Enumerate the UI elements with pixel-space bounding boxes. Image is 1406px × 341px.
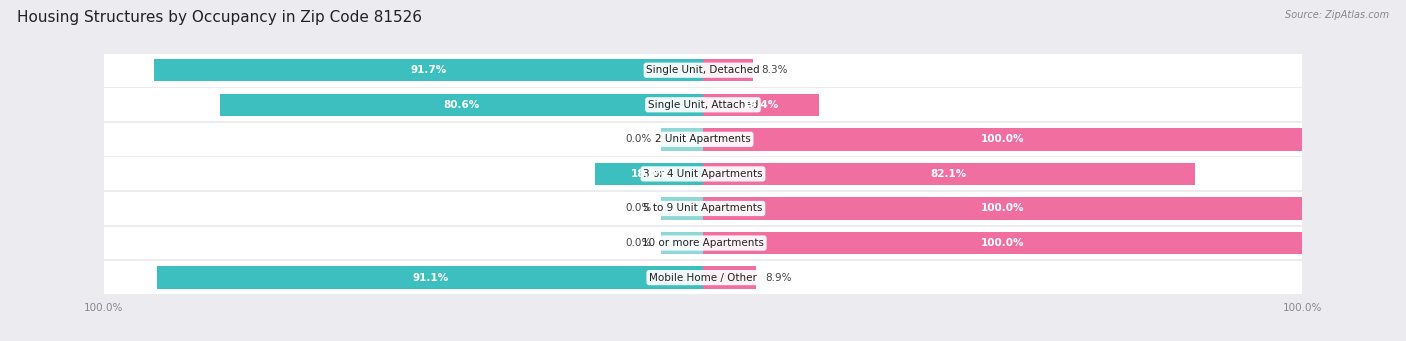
Bar [703,197,1302,220]
Bar [595,163,703,185]
Bar [104,123,1302,156]
Text: Housing Structures by Occupancy in Zip Code 81526: Housing Structures by Occupancy in Zip C… [17,10,422,25]
Text: 0.0%: 0.0% [626,204,652,213]
Text: Single Unit, Detached: Single Unit, Detached [647,65,759,75]
Bar [661,232,703,254]
Bar [104,261,1302,294]
Text: 0.0%: 0.0% [626,238,652,248]
Text: Single Unit, Attached: Single Unit, Attached [648,100,758,110]
Bar [104,192,1302,225]
Bar [157,266,703,289]
Text: 8.9%: 8.9% [765,272,792,283]
Text: 100.0%: 100.0% [981,134,1025,144]
Text: 3 or 4 Unit Apartments: 3 or 4 Unit Apartments [643,169,763,179]
Bar [661,128,703,151]
Bar [104,227,1302,260]
Text: 82.1%: 82.1% [931,169,967,179]
Text: 18.0%: 18.0% [631,169,668,179]
Text: 80.6%: 80.6% [443,100,479,110]
Bar [703,163,1195,185]
Text: Source: ZipAtlas.com: Source: ZipAtlas.com [1285,10,1389,20]
Bar [104,54,1302,87]
Bar [661,197,703,220]
Bar [104,88,1302,121]
Text: 100.0%: 100.0% [981,204,1025,213]
Bar [703,266,756,289]
Bar [703,232,1302,254]
Text: 91.7%: 91.7% [411,65,447,75]
Bar [221,93,703,116]
Text: 100.0%: 100.0% [981,238,1025,248]
Bar [153,59,703,81]
Text: 0.0%: 0.0% [626,134,652,144]
Bar [703,128,1302,151]
Bar [703,59,752,81]
Text: 19.4%: 19.4% [742,100,779,110]
Text: Mobile Home / Other: Mobile Home / Other [650,272,756,283]
Text: 5 to 9 Unit Apartments: 5 to 9 Unit Apartments [644,204,762,213]
Bar [104,158,1302,190]
Text: 2 Unit Apartments: 2 Unit Apartments [655,134,751,144]
Text: 8.3%: 8.3% [762,65,789,75]
Text: 91.1%: 91.1% [412,272,449,283]
Bar [703,93,820,116]
Text: 10 or more Apartments: 10 or more Apartments [643,238,763,248]
